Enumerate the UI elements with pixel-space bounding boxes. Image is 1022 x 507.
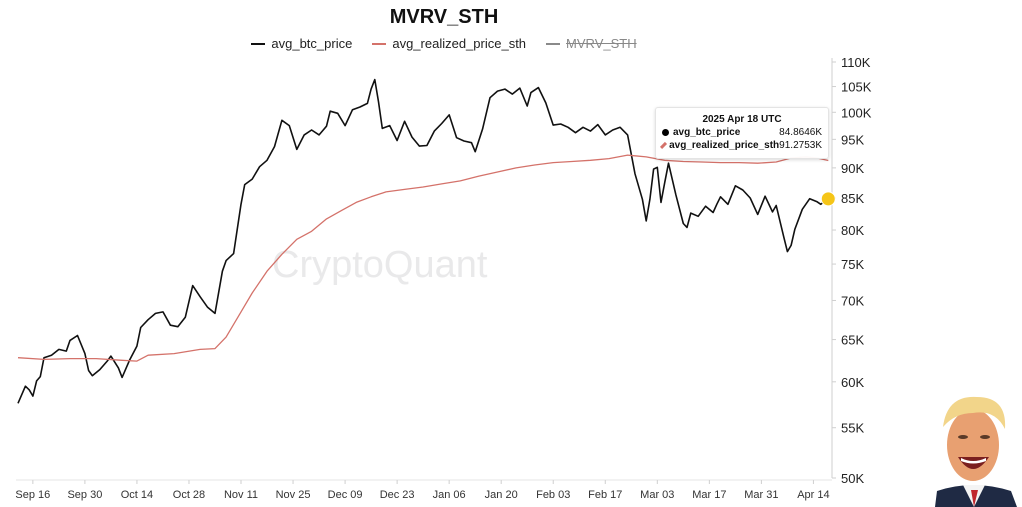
tooltip-series-value: 91.2753K [779,140,822,151]
legend-swatch [546,42,561,45]
legend-item-avg-btc-price[interactable]: avg_btc_price [251,36,352,51]
x-tick-label: Apr 14 [797,489,829,501]
tooltip-marker [659,141,668,150]
highlight-point [820,191,836,207]
x-tick-label: Mar 17 [692,489,726,501]
tooltip: 2025 Apr 18 UTC avg_btc_price 84.8646K a… [655,107,829,159]
series-line-avg-btc-price [17,78,829,404]
y-tick-label: 65K [841,333,864,348]
tooltip-series-value: 84.8646K [779,127,822,138]
tooltip-date: 2025 Apr 18 UTC [702,114,782,125]
y-tick-label: 75K [841,257,864,272]
x-tick-label: Mar 31 [744,489,778,501]
legend-item-avg-realized-price-sth[interactable]: avg_realized_price_sth [372,36,526,51]
legend-label: avg_btc_price [271,36,353,51]
x-tick-label: Jan 06 [433,489,466,501]
y-tick-label: 100K [841,105,872,120]
series-line-avg-realized-price-sth [17,154,829,362]
legend-label: avg_realized_price_sth [392,36,527,51]
y-tick-label: 90K [841,161,864,176]
y-tick-label: 55K [841,421,864,436]
y-tick-label: 50K [841,471,864,486]
y-tick-label: 80K [841,223,864,238]
y-tick-label: 105K [841,80,872,95]
x-tick-label: Feb 03 [536,489,570,501]
x-tick-label: Dec 23 [380,489,415,501]
tooltip-series-name: avg_btc_price [673,127,741,138]
x-tick-label: Feb 17 [588,489,622,501]
person-photo-icon [925,387,1022,507]
y-tick-label: 110K [841,55,871,70]
x-tick-label: Oct 28 [173,489,205,501]
x-tick-label: Nov 11 [224,489,258,501]
tooltip-marker [662,129,669,136]
y-tick-label: 70K [841,293,864,308]
x-tick-label: Sep 16 [15,489,50,501]
legend-swatch [372,42,387,45]
x-tick-label: Jan 20 [485,489,518,501]
tooltip-row-avg-btc-price: avg_btc_price 84.8646K [656,125,828,138]
tooltip-series-name: avg_realized_price_sth [669,140,780,151]
legend-swatch [251,42,266,45]
y-tick-label: 85K [841,191,864,206]
x-tick-label: Nov 25 [276,489,311,501]
x-tick-label: Sep 30 [67,489,102,501]
watermark: CryptoQuant [272,244,488,286]
y-tick-label: 95K [841,132,864,147]
x-tick-label: Mar 03 [640,489,674,501]
chart-title: MVRV_STH [389,6,499,28]
legend-label: MVRV_STH [566,36,637,51]
tooltip-row-avg-realized-price-sth: avg_realized_price_sth 91.2753K [656,138,828,151]
legend: avg_btc_price avg_realized_price_sth MVR… [0,36,888,51]
legend-item-mvrv-sth[interactable]: MVRV_STH [546,36,637,51]
x-tick-label: Dec 09 [328,489,363,501]
y-tick-label: 60K [841,375,864,390]
x-tick-label: Oct 14 [121,489,153,501]
